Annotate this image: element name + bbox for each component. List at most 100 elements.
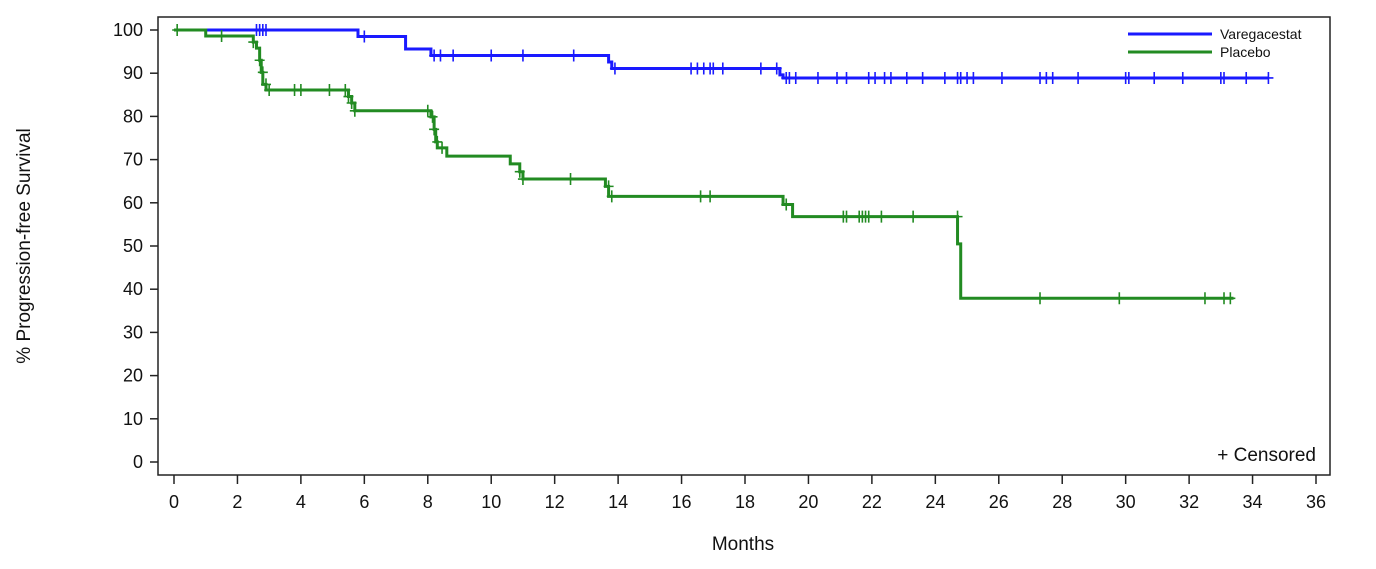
censor-mark [343,90,354,103]
censor-mark [996,71,1007,84]
censor-mark [216,30,227,43]
censor-mark [435,49,446,62]
censor-mark [429,123,440,136]
censor-mark [939,71,950,84]
censor-mark [346,97,357,110]
censor-mark [705,190,716,203]
censor-mark [1073,71,1084,84]
censor-mark [248,36,259,49]
censor-mark [295,84,306,97]
x-tick-label: 26 [989,492,1009,512]
y-tick-label: 0 [133,452,143,472]
x-tick-label: 28 [1052,492,1072,512]
censor-mark [1035,292,1046,305]
censor-mark [812,71,823,84]
y-tick-label: 20 [123,366,143,386]
y-tick-label: 40 [123,279,143,299]
series-layer [172,24,1274,305]
censor-mark [841,71,852,84]
censor-marks-varegacestat [251,24,1274,84]
y-tick-label: 70 [123,150,143,170]
censor-mark [901,71,912,84]
censor-mark [264,84,275,97]
censor-mark [603,180,614,193]
censored-note: + Censored [1217,445,1316,466]
censor-mark [609,62,620,75]
censor-mark [1149,71,1160,84]
censor-mark [172,24,183,36]
x-axis: 0 2 4 6 8 10 12 14 16 18 20 22 24 26 28 30 32 34 36 [169,475,1326,512]
legend: Varegacestat Placebo [1128,26,1302,60]
y-tick-label: 90 [123,63,143,83]
x-tick-label: 18 [735,492,755,512]
x-tick-label: 30 [1116,492,1136,512]
censor-mark [1047,71,1058,84]
censor-mark [1263,71,1274,84]
x-tick-label: 20 [798,492,818,512]
censor-mark [708,62,719,75]
y-axis: 0 10 20 30 40 50 60 70 80 90 100 [113,20,158,472]
censor-mark [755,62,766,75]
censor-mark [565,173,576,186]
censor-mark [257,66,268,79]
censor-mark [908,210,919,223]
censor-mark [427,110,438,123]
x-tick-label: 32 [1179,492,1199,512]
legend-label-placebo: Placebo [1220,44,1271,60]
censor-mark [781,198,792,211]
censor-mark [432,135,443,148]
y-tick-label: 80 [123,106,143,126]
censor-mark [422,104,433,117]
censor-mark [340,84,351,97]
censor-mark [695,190,706,203]
censor-mark [831,71,842,84]
legend-label-varegacestat: Varegacestat [1220,26,1302,42]
censor-mark [437,141,448,154]
censor-marks-placebo [172,24,1236,305]
censor-mark [514,165,525,178]
censor-mark [606,190,617,203]
censor-mark [517,49,528,62]
censor-mark [1241,71,1252,84]
x-tick-label: 0 [169,492,179,512]
censor-mark [359,30,370,43]
censor-mark [568,49,579,62]
censor-mark [517,173,528,186]
censor-mark [1177,71,1188,84]
y-tick-label: 10 [123,409,143,429]
x-tick-label: 4 [296,492,306,512]
x-tick-label: 16 [672,492,692,512]
x-tick-label: 8 [423,492,433,512]
censor-mark [952,210,963,223]
censor-mark [1219,71,1230,84]
censor-mark [486,49,497,62]
censor-mark [841,210,852,223]
censor-mark [885,71,896,84]
series-line-varegacestat [174,28,1269,80]
censor-mark [968,71,979,84]
censor-mark [870,71,881,84]
censor-mark [917,71,928,84]
censor-mark [349,104,360,117]
censor-mark [1199,292,1210,305]
x-tick-label: 14 [608,492,628,512]
x-tick-label: 24 [925,492,945,512]
censor-mark [1225,292,1236,305]
y-axis-label: % Progression-free Survival [14,128,35,363]
y-tick-label: 30 [123,322,143,342]
x-tick-label: 36 [1306,492,1326,512]
plot-frame [157,16,1331,476]
censor-mark [260,24,271,36]
x-tick-label: 22 [862,492,882,512]
censor-mark [717,62,728,75]
censor-mark [254,54,265,67]
censor-mark [448,49,459,62]
y-tick-label: 50 [123,236,143,256]
censor-mark [863,210,874,223]
x-tick-label: 2 [232,492,242,512]
x-axis-label: Months [712,534,774,555]
censor-mark [876,210,887,223]
x-tick-label: 10 [481,492,501,512]
x-tick-label: 34 [1243,492,1263,512]
